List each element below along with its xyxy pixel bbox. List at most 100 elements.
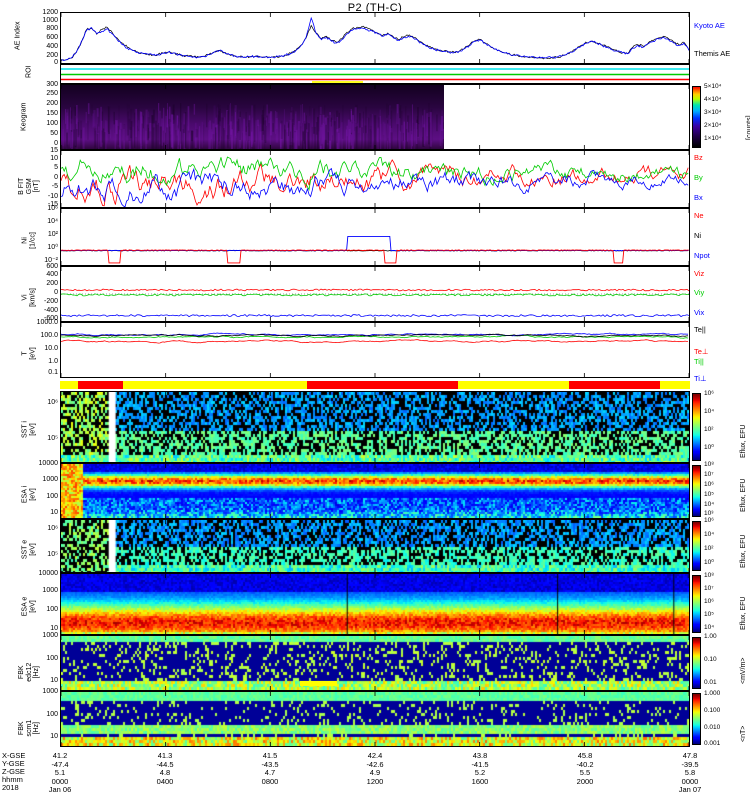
tick-hhmm: 0000	[681, 776, 699, 786]
tick-hhmm: 1600	[471, 776, 489, 786]
yticks-vi: 600 400 200 0 -200 -400 -600	[43, 263, 58, 322]
panel-ae-index[interactable]	[60, 12, 690, 64]
ylabel-keogram: Keogram	[20, 102, 28, 131]
tick-x-gse: 47.8	[682, 751, 698, 760]
ylabel-temperature: T [eV]	[21, 347, 37, 360]
tick-x-gse: 41.3	[157, 751, 173, 760]
axis-label-year: 2018	[2, 783, 19, 792]
yticks-temp: 1000.0 100.0 10.0 1.0 0.1	[36, 319, 58, 376]
status-segment	[569, 381, 660, 389]
panel-sst-electron[interactable]	[60, 519, 690, 573]
status-segment	[77, 381, 123, 389]
tick-x-gse: 45.8	[577, 751, 593, 760]
colorbar-fbk-edc12	[692, 637, 701, 689]
x-axis-tick: 42.4 -42.6 4.9 1200	[353, 751, 397, 786]
tick-hhmm: 0800	[261, 776, 279, 786]
tick-x-gse: 41.2	[52, 751, 68, 760]
colorbar-esa-electron	[692, 575, 701, 633]
legend-te-perp: Te⊥	[694, 347, 709, 356]
colorbar-unit-esa-e: Eflux, EFU	[740, 596, 747, 630]
tick-date: Jan 06	[48, 785, 72, 794]
legend-te-par: Te||	[694, 325, 706, 334]
tick-z-gse: 5.5	[579, 768, 591, 777]
axis-label-z-gse: Z-GSE	[2, 767, 25, 776]
spectrogram-image	[61, 636, 689, 690]
colorbar-sst-ion	[692, 393, 701, 461]
axis-label-y-gse: Y-GSE	[2, 759, 25, 768]
ylabel-fbk-edc12: FBK edc12 [Hz]	[17, 662, 40, 682]
yticks-esa-i: 10000 1000 100 10	[38, 460, 58, 516]
yticks-ni: 10⁶ 10⁴ 10² 10⁰ 10⁻²	[44, 205, 58, 264]
yticks-fbk-edc12: 1000 100 10	[42, 632, 58, 684]
tick-hhmm: 2000	[576, 776, 594, 786]
colorbar-unit-sst-i: Eflux, EFU	[740, 424, 747, 458]
tick-y-gse: -39.5	[681, 759, 699, 769]
tick-hhmm: 0000	[51, 776, 69, 786]
x-axis-tick: 47.8 -39.5 5.8 0000 Jan 07	[668, 751, 712, 795]
panel-temperature[interactable]	[60, 322, 690, 378]
yticks-bfit: 15 10 5 0 -5 -10 -15	[47, 147, 58, 208]
page-title: P2 (TH-C)	[347, 2, 403, 14]
yticks-sst-e: 10⁶ 10⁵	[47, 525, 58, 558]
panel-roi[interactable]	[60, 64, 690, 84]
yticks-keogram: 300 250 200 150 100 50 0	[46, 81, 58, 147]
tick-hhmm: 0400	[156, 776, 174, 786]
ylabel-roi: ROI	[25, 65, 33, 78]
panel-ni-density[interactable]	[60, 208, 690, 266]
legend-kyoto-ae: Kyoto AE	[694, 21, 725, 30]
yticks-sst-i: 10⁶ 10⁵	[47, 399, 58, 442]
keogram-image	[61, 85, 444, 149]
legend-npot: Npot	[694, 251, 710, 260]
tick-x-gse: 41.5	[262, 751, 278, 760]
yticks-ae: 1200 1000 800 600 400 200 0	[42, 9, 58, 66]
tick-y-gse: -44.5	[156, 759, 174, 769]
fbk-marker	[299, 681, 338, 687]
legend-themis-ae: Themis AE	[694, 49, 731, 58]
legend-bx: Bx	[694, 193, 703, 202]
tick-x-gse: 42.4	[367, 751, 383, 760]
panel-fbk-scm1[interactable]	[60, 691, 690, 747]
x-axis-tick: 41.2 -47.4 5.1 0000 Jan 06	[38, 751, 82, 795]
yticks-esa-e: 10000 1000 100 10	[38, 570, 58, 632]
colorbar-unit-keogram: [counts]	[746, 115, 750, 140]
colorbar-fbk-scm1	[692, 693, 701, 745]
legend-ne: Ne	[694, 211, 704, 220]
tick-y-gse: -42.6	[366, 759, 384, 769]
panel-fbk-edc12[interactable]	[60, 635, 690, 691]
ylabel-vi: Vi [km/s]	[21, 288, 37, 307]
panel-esa-electron[interactable]	[60, 573, 690, 635]
colorbar-unit-sst-e: Eflux, EFU	[740, 534, 747, 568]
tick-hhmm: 1200	[366, 776, 384, 786]
x-axis-tick: 43.8 -41.5 5.2 1600	[458, 751, 502, 786]
x-axis-tick: 41.5 -43.5 4.7 0800	[248, 751, 292, 786]
tick-y-gse: -43.5	[261, 759, 279, 769]
colorbar-keogram	[692, 86, 701, 148]
yticks-fbk-scm1: 1000 100 10	[42, 688, 58, 740]
panel-esa-ion[interactable]	[60, 463, 690, 519]
panel-status-bar[interactable]	[60, 381, 690, 389]
ylabel-esa-e: ESA e [eV]	[21, 596, 37, 617]
ylabel-b-fit: B FIT GSM [nT]	[17, 177, 40, 195]
legend-vix: Vix	[694, 308, 705, 317]
colorbar-esa-ion	[692, 465, 701, 517]
panel-sst-ion[interactable]	[60, 391, 690, 463]
panel-vi-velocity[interactable]	[60, 266, 690, 322]
panel-b-fit[interactable]	[60, 150, 690, 208]
spectrogram-image	[61, 574, 689, 634]
tick-z-gse: 4.8	[159, 768, 171, 777]
legend-viz: Viz	[694, 269, 705, 278]
colorbar-unit-fbk-scm1: <nT>	[740, 725, 747, 742]
x-axis-tick: 45.8 -40.2 5.5 2000	[563, 751, 607, 786]
tick-date: Jan 07	[678, 785, 702, 794]
ylabel-esa-i: ESA i [eV]	[21, 485, 37, 504]
panel-keogram[interactable]	[60, 84, 690, 150]
axis-label-x-gse: X-GSE	[2, 751, 26, 760]
legend-ti-par: Ti||	[694, 357, 704, 366]
ylabel-ni: Ni [1/cc]	[21, 232, 37, 249]
spectrogram-image	[61, 392, 689, 462]
tick-z-gse: 5.1	[54, 768, 66, 777]
x-axis-tick: 41.3 -44.5 4.8 0400	[143, 751, 187, 786]
spectrogram-image	[61, 692, 689, 746]
legend-bz: Bz	[694, 153, 703, 162]
